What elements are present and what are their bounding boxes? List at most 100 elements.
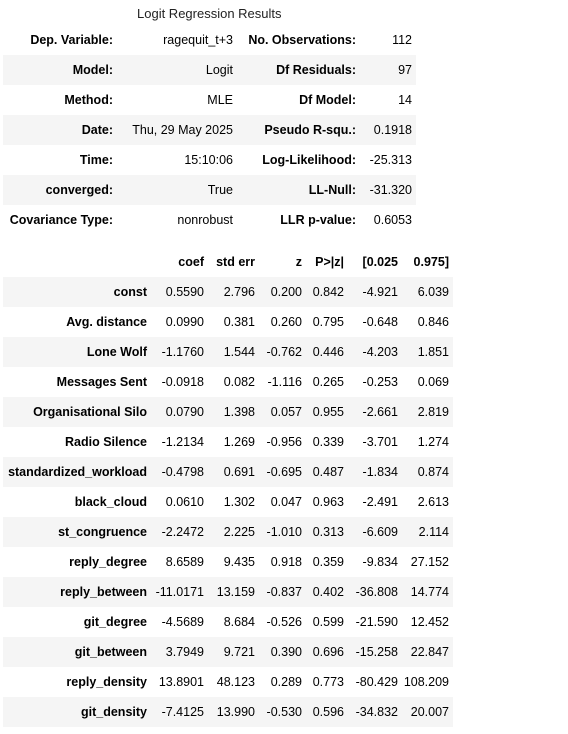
coefficient-cell: 0.0790 xyxy=(152,397,208,427)
coefficient-cell: 1.269 xyxy=(223,435,255,449)
variable-name: Messages Sent xyxy=(56,375,147,389)
coefficient-cell: 2.613 xyxy=(417,495,449,509)
coefficient-cell: 8.684 xyxy=(223,615,255,629)
coefficient-cell: -4.203 xyxy=(348,337,402,367)
coefficient-cell: 48.123 xyxy=(216,675,255,689)
coefficient-cell: -1.1760 xyxy=(152,337,208,367)
coefficient-cell: 0.487 xyxy=(306,457,348,487)
summary-value: Thu, 29 May 2025 xyxy=(118,115,236,145)
variable-name: git_between xyxy=(3,637,152,667)
variable-name: st_congruence xyxy=(3,517,152,547)
coefficient-cell: 0.047 xyxy=(270,495,302,509)
variable-name: const xyxy=(3,277,152,307)
coefficient-table: coef std err z P>|z| [0.025 0.975] const… xyxy=(3,247,453,727)
coefficient-cell: -1.834 xyxy=(348,457,402,487)
coefficient-cell: -6.609 xyxy=(348,517,402,547)
coefficient-cell: 2.225 xyxy=(208,517,259,547)
column-header: 0.975] xyxy=(413,255,449,269)
coefficient-cell: 13.8901 xyxy=(158,675,204,689)
coefficient-cell: -1.2134 xyxy=(161,435,204,449)
column-header: std err xyxy=(216,255,255,269)
coefficient-cell: 0.0990 xyxy=(165,315,204,329)
summary-value: True xyxy=(118,175,236,205)
summary-row: Time: 15:10:06 Log-Likelihood: -25.313 xyxy=(3,145,416,175)
coefficient-cell: -21.590 xyxy=(355,615,398,629)
coefficient-cell: -34.832 xyxy=(348,697,402,727)
coefficient-cell: 13.990 xyxy=(208,697,259,727)
coefficient-cell: 1.544 xyxy=(208,337,259,367)
summary-label: Model: xyxy=(3,55,118,85)
coefficient-cell: -0.4798 xyxy=(152,457,208,487)
coefficient-cell: -0.762 xyxy=(259,337,306,367)
column-header: coef xyxy=(178,255,204,269)
coefficient-cell: -0.530 xyxy=(259,697,306,727)
variable-name: standardized_workload xyxy=(3,457,152,487)
coefficient-cell: -3.701 xyxy=(362,435,398,449)
summary-row: Date: Thu, 29 May 2025 Pseudo R-squ.: 0.… xyxy=(3,115,416,145)
coefficient-cell: 0.955 xyxy=(306,397,348,427)
coefficient-cell: 0.200 xyxy=(259,277,306,307)
coefficient-cell: 1.851 xyxy=(402,337,453,367)
coefficient-cell: -0.837 xyxy=(259,577,306,607)
coefficient-row: git_density -7.4125 13.990 -0.530 0.596 -34.8… xyxy=(3,697,453,727)
coefficient-row: standardized_workload -0.4798 0.691 -0.695 0… xyxy=(3,457,453,487)
variable-name: Radio Silence xyxy=(65,435,147,449)
coefficient-cell: 2.819 xyxy=(402,397,453,427)
coefficient-cell: 0.691 xyxy=(208,457,259,487)
summary-value: 14 xyxy=(398,93,412,107)
summary-label: LLR p-value: xyxy=(280,213,356,227)
summary-row: Covariance Type: nonrobust LLR p-value: … xyxy=(3,205,416,235)
coefficient-row: reply_between -11.0171 13.159 -0.837 0.402 -3… xyxy=(3,577,453,607)
coefficient-cell: -2.2472 xyxy=(152,517,208,547)
coefficient-cell: -36.808 xyxy=(348,577,402,607)
variable-name: git_density xyxy=(3,697,152,727)
coefficient-cell: 0.773 xyxy=(312,675,344,689)
coefficient-cell: 22.847 xyxy=(402,637,453,667)
coefficient-cell: -4.5689 xyxy=(161,615,204,629)
coefficient-cell: -7.4125 xyxy=(152,697,208,727)
coefficient-cell: -15.258 xyxy=(348,637,402,667)
summary-value: Logit xyxy=(118,55,236,85)
coefficient-cell: 0.842 xyxy=(306,277,348,307)
summary-label: Covariance Type: xyxy=(9,213,113,227)
coefficient-row: const 0.5590 2.796 0.200 0.842 -4.921 6.039 xyxy=(3,277,453,307)
coefficient-row: reply_density 13.8901 48.123 0.289 0.773 -80.… xyxy=(3,667,453,697)
coefficient-cell: -1.116 xyxy=(267,375,302,389)
summary-label: Df Model: xyxy=(299,93,356,107)
coefficient-row: Avg. distance 0.0990 0.381 0.260 0.795 -0.648… xyxy=(3,307,453,337)
summary-value: MLE xyxy=(207,93,233,107)
coefficient-cell: 0.289 xyxy=(270,675,302,689)
summary-label: converged: xyxy=(3,175,118,205)
coefficient-cell: 8.6589 xyxy=(165,555,204,569)
coefficient-cell: 20.007 xyxy=(402,697,453,727)
variable-name: Avg. distance xyxy=(66,315,147,329)
summary-label: Time: xyxy=(79,153,113,167)
summary-label: Date: xyxy=(3,115,118,145)
coefficient-cell: 0.599 xyxy=(312,615,344,629)
coefficient-row: git_degree -4.5689 8.684 -0.526 0.599 -21.590… xyxy=(3,607,453,637)
coefficient-cell: -11.0171 xyxy=(152,577,208,607)
coefficient-cell: -2.491 xyxy=(362,495,398,509)
coefficient-cell: 0.069 xyxy=(417,375,449,389)
summary-row: Dep. Variable: ragequit_t+3 No. Observat… xyxy=(3,25,416,55)
coefficient-cell: 0.0610 xyxy=(165,495,204,509)
summary-row: Model: Logit Df Residuals: 97 xyxy=(3,55,416,85)
coefficient-table-body: const 0.5590 2.796 0.200 0.842 -4.921 6.039 Avg… xyxy=(3,277,453,727)
coefficient-cell: 0.696 xyxy=(306,637,348,667)
coefficient-cell: -0.648 xyxy=(362,315,398,329)
summary-label: Df Residuals: xyxy=(236,55,360,85)
coefficient-row: git_between 3.7949 9.721 0.390 0.696 -15.258 2… xyxy=(3,637,453,667)
summary-label: Dep. Variable: xyxy=(30,33,113,47)
coefficient-row: black_cloud 0.0610 1.302 0.047 0.963 -2.491 2.… xyxy=(3,487,453,517)
coefficient-cell: -0.0918 xyxy=(161,375,204,389)
model-summary-table: Dep. Variable: ragequit_t+3 No. Observat… xyxy=(3,25,416,235)
column-header xyxy=(3,247,152,277)
column-header: P>|z| xyxy=(315,255,344,269)
coefficient-cell: -0.526 xyxy=(266,615,302,629)
coefficient-cell: -1.010 xyxy=(259,517,306,547)
coefficient-cell: 3.7949 xyxy=(152,637,208,667)
coefficient-cell: 1.302 xyxy=(223,495,255,509)
summary-value: -31.320 xyxy=(360,175,416,205)
summary-label: Method: xyxy=(64,93,113,107)
summary-label: No. Observations: xyxy=(248,33,356,47)
